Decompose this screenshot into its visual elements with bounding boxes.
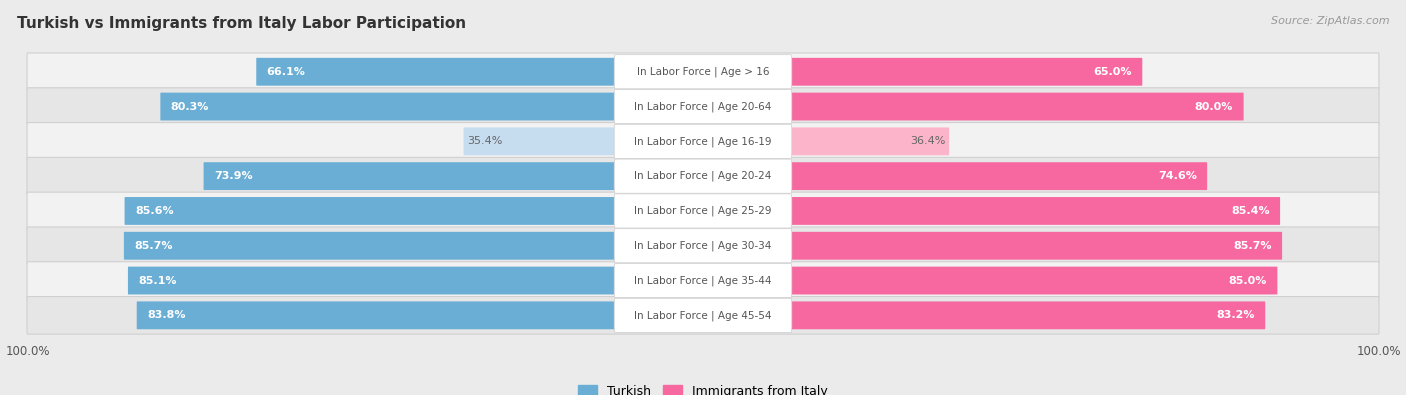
Text: 80.0%: 80.0% [1195, 102, 1233, 111]
FancyBboxPatch shape [125, 197, 703, 225]
FancyBboxPatch shape [204, 162, 703, 190]
FancyBboxPatch shape [614, 263, 792, 297]
Text: Source: ZipAtlas.com: Source: ZipAtlas.com [1271, 16, 1389, 26]
Text: 83.2%: 83.2% [1216, 310, 1254, 320]
Text: In Labor Force | Age > 16: In Labor Force | Age > 16 [637, 66, 769, 77]
Text: In Labor Force | Age 30-34: In Labor Force | Age 30-34 [634, 241, 772, 251]
Text: 85.6%: 85.6% [135, 206, 173, 216]
FancyBboxPatch shape [27, 88, 1379, 125]
Text: In Labor Force | Age 20-24: In Labor Force | Age 20-24 [634, 171, 772, 181]
Text: 74.6%: 74.6% [1159, 171, 1197, 181]
Text: 85.7%: 85.7% [1233, 241, 1271, 251]
FancyBboxPatch shape [614, 298, 792, 333]
FancyBboxPatch shape [464, 128, 703, 155]
FancyBboxPatch shape [27, 297, 1379, 334]
FancyBboxPatch shape [256, 58, 703, 86]
Text: 35.4%: 35.4% [467, 136, 503, 147]
FancyBboxPatch shape [614, 55, 792, 89]
FancyBboxPatch shape [703, 128, 949, 155]
FancyBboxPatch shape [614, 124, 792, 158]
Text: 85.7%: 85.7% [135, 241, 173, 251]
FancyBboxPatch shape [614, 159, 792, 193]
Text: In Labor Force | Age 45-54: In Labor Force | Age 45-54 [634, 310, 772, 321]
FancyBboxPatch shape [703, 232, 1282, 260]
Text: 85.4%: 85.4% [1232, 206, 1270, 216]
FancyBboxPatch shape [614, 229, 792, 263]
FancyBboxPatch shape [124, 232, 703, 260]
FancyBboxPatch shape [136, 301, 703, 329]
FancyBboxPatch shape [703, 301, 1265, 329]
FancyBboxPatch shape [703, 93, 1244, 120]
Text: 73.9%: 73.9% [214, 171, 253, 181]
FancyBboxPatch shape [27, 122, 1379, 160]
Text: 36.4%: 36.4% [910, 136, 945, 147]
FancyBboxPatch shape [27, 192, 1379, 230]
FancyBboxPatch shape [703, 162, 1208, 190]
FancyBboxPatch shape [703, 58, 1142, 86]
Text: 66.1%: 66.1% [267, 67, 305, 77]
Text: 85.0%: 85.0% [1229, 276, 1267, 286]
Text: In Labor Force | Age 35-44: In Labor Force | Age 35-44 [634, 275, 772, 286]
FancyBboxPatch shape [703, 267, 1278, 294]
FancyBboxPatch shape [27, 262, 1379, 299]
FancyBboxPatch shape [614, 90, 792, 124]
FancyBboxPatch shape [160, 93, 703, 120]
FancyBboxPatch shape [614, 194, 792, 228]
FancyBboxPatch shape [27, 227, 1379, 265]
FancyBboxPatch shape [128, 267, 703, 294]
Text: 85.1%: 85.1% [138, 276, 177, 286]
Text: Turkish vs Immigrants from Italy Labor Participation: Turkish vs Immigrants from Italy Labor P… [17, 16, 465, 31]
Text: 83.8%: 83.8% [148, 310, 186, 320]
Text: 80.3%: 80.3% [170, 102, 209, 111]
Text: In Labor Force | Age 16-19: In Labor Force | Age 16-19 [634, 136, 772, 147]
FancyBboxPatch shape [27, 157, 1379, 195]
Text: In Labor Force | Age 20-64: In Labor Force | Age 20-64 [634, 101, 772, 112]
Legend: Turkish, Immigrants from Italy: Turkish, Immigrants from Italy [578, 385, 828, 395]
FancyBboxPatch shape [703, 197, 1279, 225]
Text: In Labor Force | Age 25-29: In Labor Force | Age 25-29 [634, 206, 772, 216]
Text: 65.0%: 65.0% [1094, 67, 1132, 77]
FancyBboxPatch shape [27, 53, 1379, 90]
